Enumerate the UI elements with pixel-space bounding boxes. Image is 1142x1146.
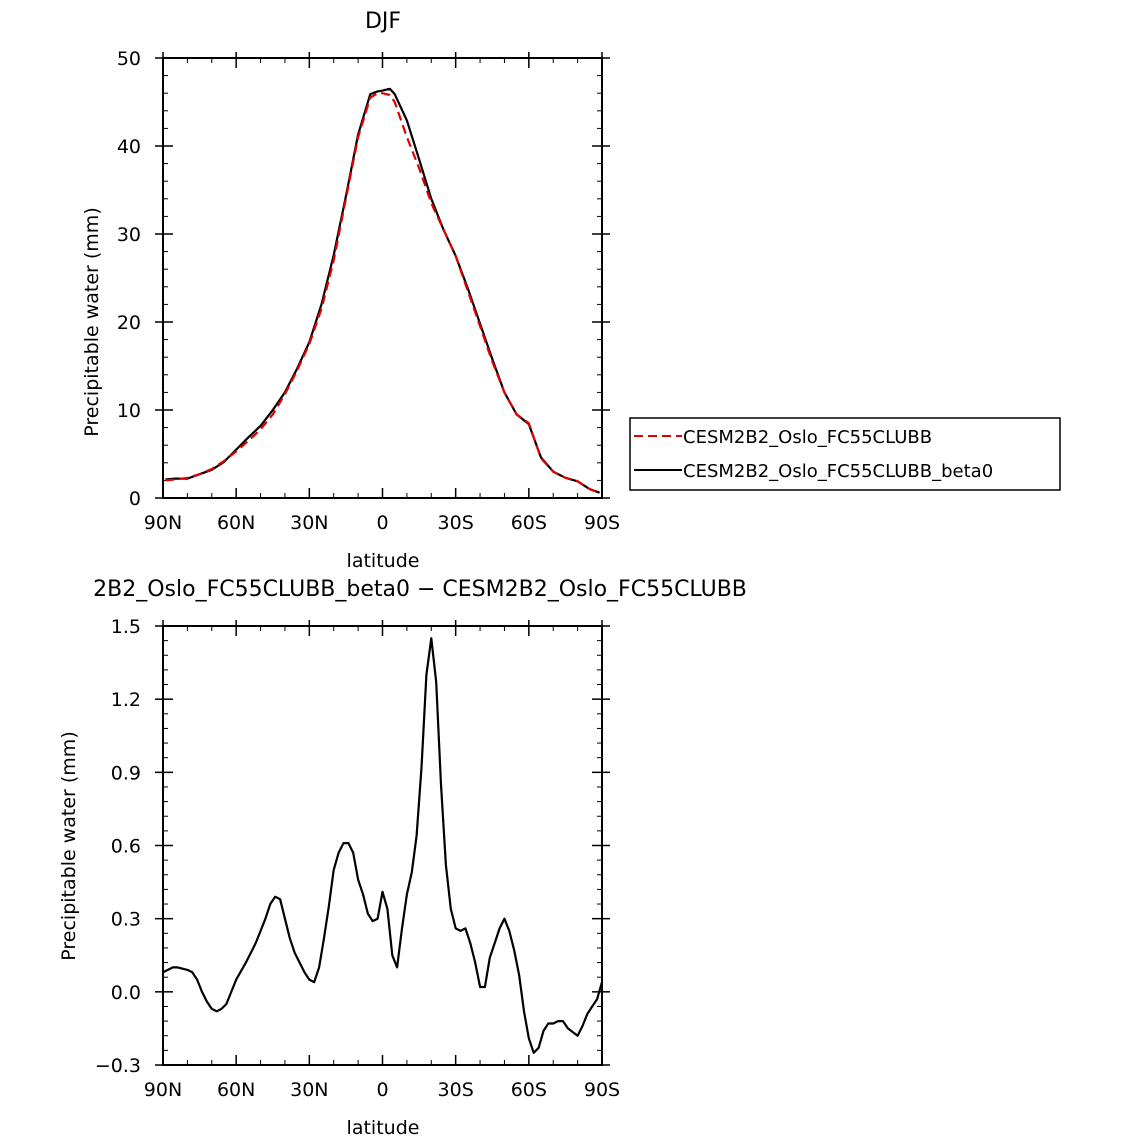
y-tick-label: 30 xyxy=(117,224,141,246)
plot-frame xyxy=(162,625,603,1066)
x-tick-label: 60S xyxy=(511,1079,547,1101)
legend: CESM2B2_Oslo_FC55CLUBB CESM2B2_Oslo_FC55… xyxy=(629,417,1061,491)
y-tick-label: 0.9 xyxy=(111,762,141,784)
x-tick-label: 90N xyxy=(144,512,182,534)
chart-title: 2B2_Oslo_FC55CLUBB_beta0 − CESM2B2_Oslo_… xyxy=(93,577,747,602)
x-tick-label: 90S xyxy=(584,512,620,534)
legend-label-series-1: CESM2B2_Oslo_FC55CLUBB xyxy=(683,427,932,448)
series-line-2 xyxy=(165,87,600,494)
series-line-1 xyxy=(162,637,604,1054)
panel-bottom: 2B2_Oslo_FC55CLUBB_beta0 − CESM2B2_Oslo_… xyxy=(58,577,747,1139)
x-tick-label: 60N xyxy=(217,512,255,534)
y-tick-label: 50 xyxy=(117,48,141,70)
x-tick-label: 30N xyxy=(290,1079,328,1101)
plot-frame xyxy=(162,57,603,499)
x-tick-label: 90S xyxy=(584,1079,620,1101)
x-tick-label: 60S xyxy=(511,512,547,534)
x-tick-label: 30S xyxy=(438,512,474,534)
x-tick-label: 0 xyxy=(376,512,388,534)
y-tick-label: 1.2 xyxy=(111,689,141,711)
x-tick-label: 90N xyxy=(144,1079,182,1101)
y-axis-label: Precipitable water (mm) xyxy=(58,731,80,960)
y-tick-label: 0.3 xyxy=(111,909,141,931)
y-tick-label: 1.5 xyxy=(111,616,141,638)
y-axis-label: Precipitable water (mm) xyxy=(81,207,103,436)
y-tick-label: 10 xyxy=(117,400,141,422)
x-tick-label: 0 xyxy=(376,1079,388,1101)
y-tick-label: −0.3 xyxy=(95,1055,141,1077)
x-tick-label: 30S xyxy=(438,1079,474,1101)
x-tick-label: 30N xyxy=(290,512,328,534)
x-axis-label: latitude xyxy=(347,550,420,572)
panel-top: DJF Precipitable water (mm) latitude 90N… xyxy=(81,9,1061,572)
legend-box xyxy=(629,417,1061,491)
y-tick-label: 40 xyxy=(117,136,141,158)
series-line-1 xyxy=(165,92,600,494)
legend-label-series-2: CESM2B2_Oslo_FC55CLUBB_beta0 xyxy=(683,461,993,482)
y-tick-label: 0 xyxy=(129,488,141,510)
chart-title: DJF xyxy=(365,9,401,34)
y-tick-label: 0.0 xyxy=(111,982,141,1004)
y-tick-label: 0.6 xyxy=(111,836,141,858)
x-axis-label: latitude xyxy=(347,1117,420,1139)
x-tick-label: 60N xyxy=(217,1079,255,1101)
y-tick-label: 20 xyxy=(117,312,141,334)
